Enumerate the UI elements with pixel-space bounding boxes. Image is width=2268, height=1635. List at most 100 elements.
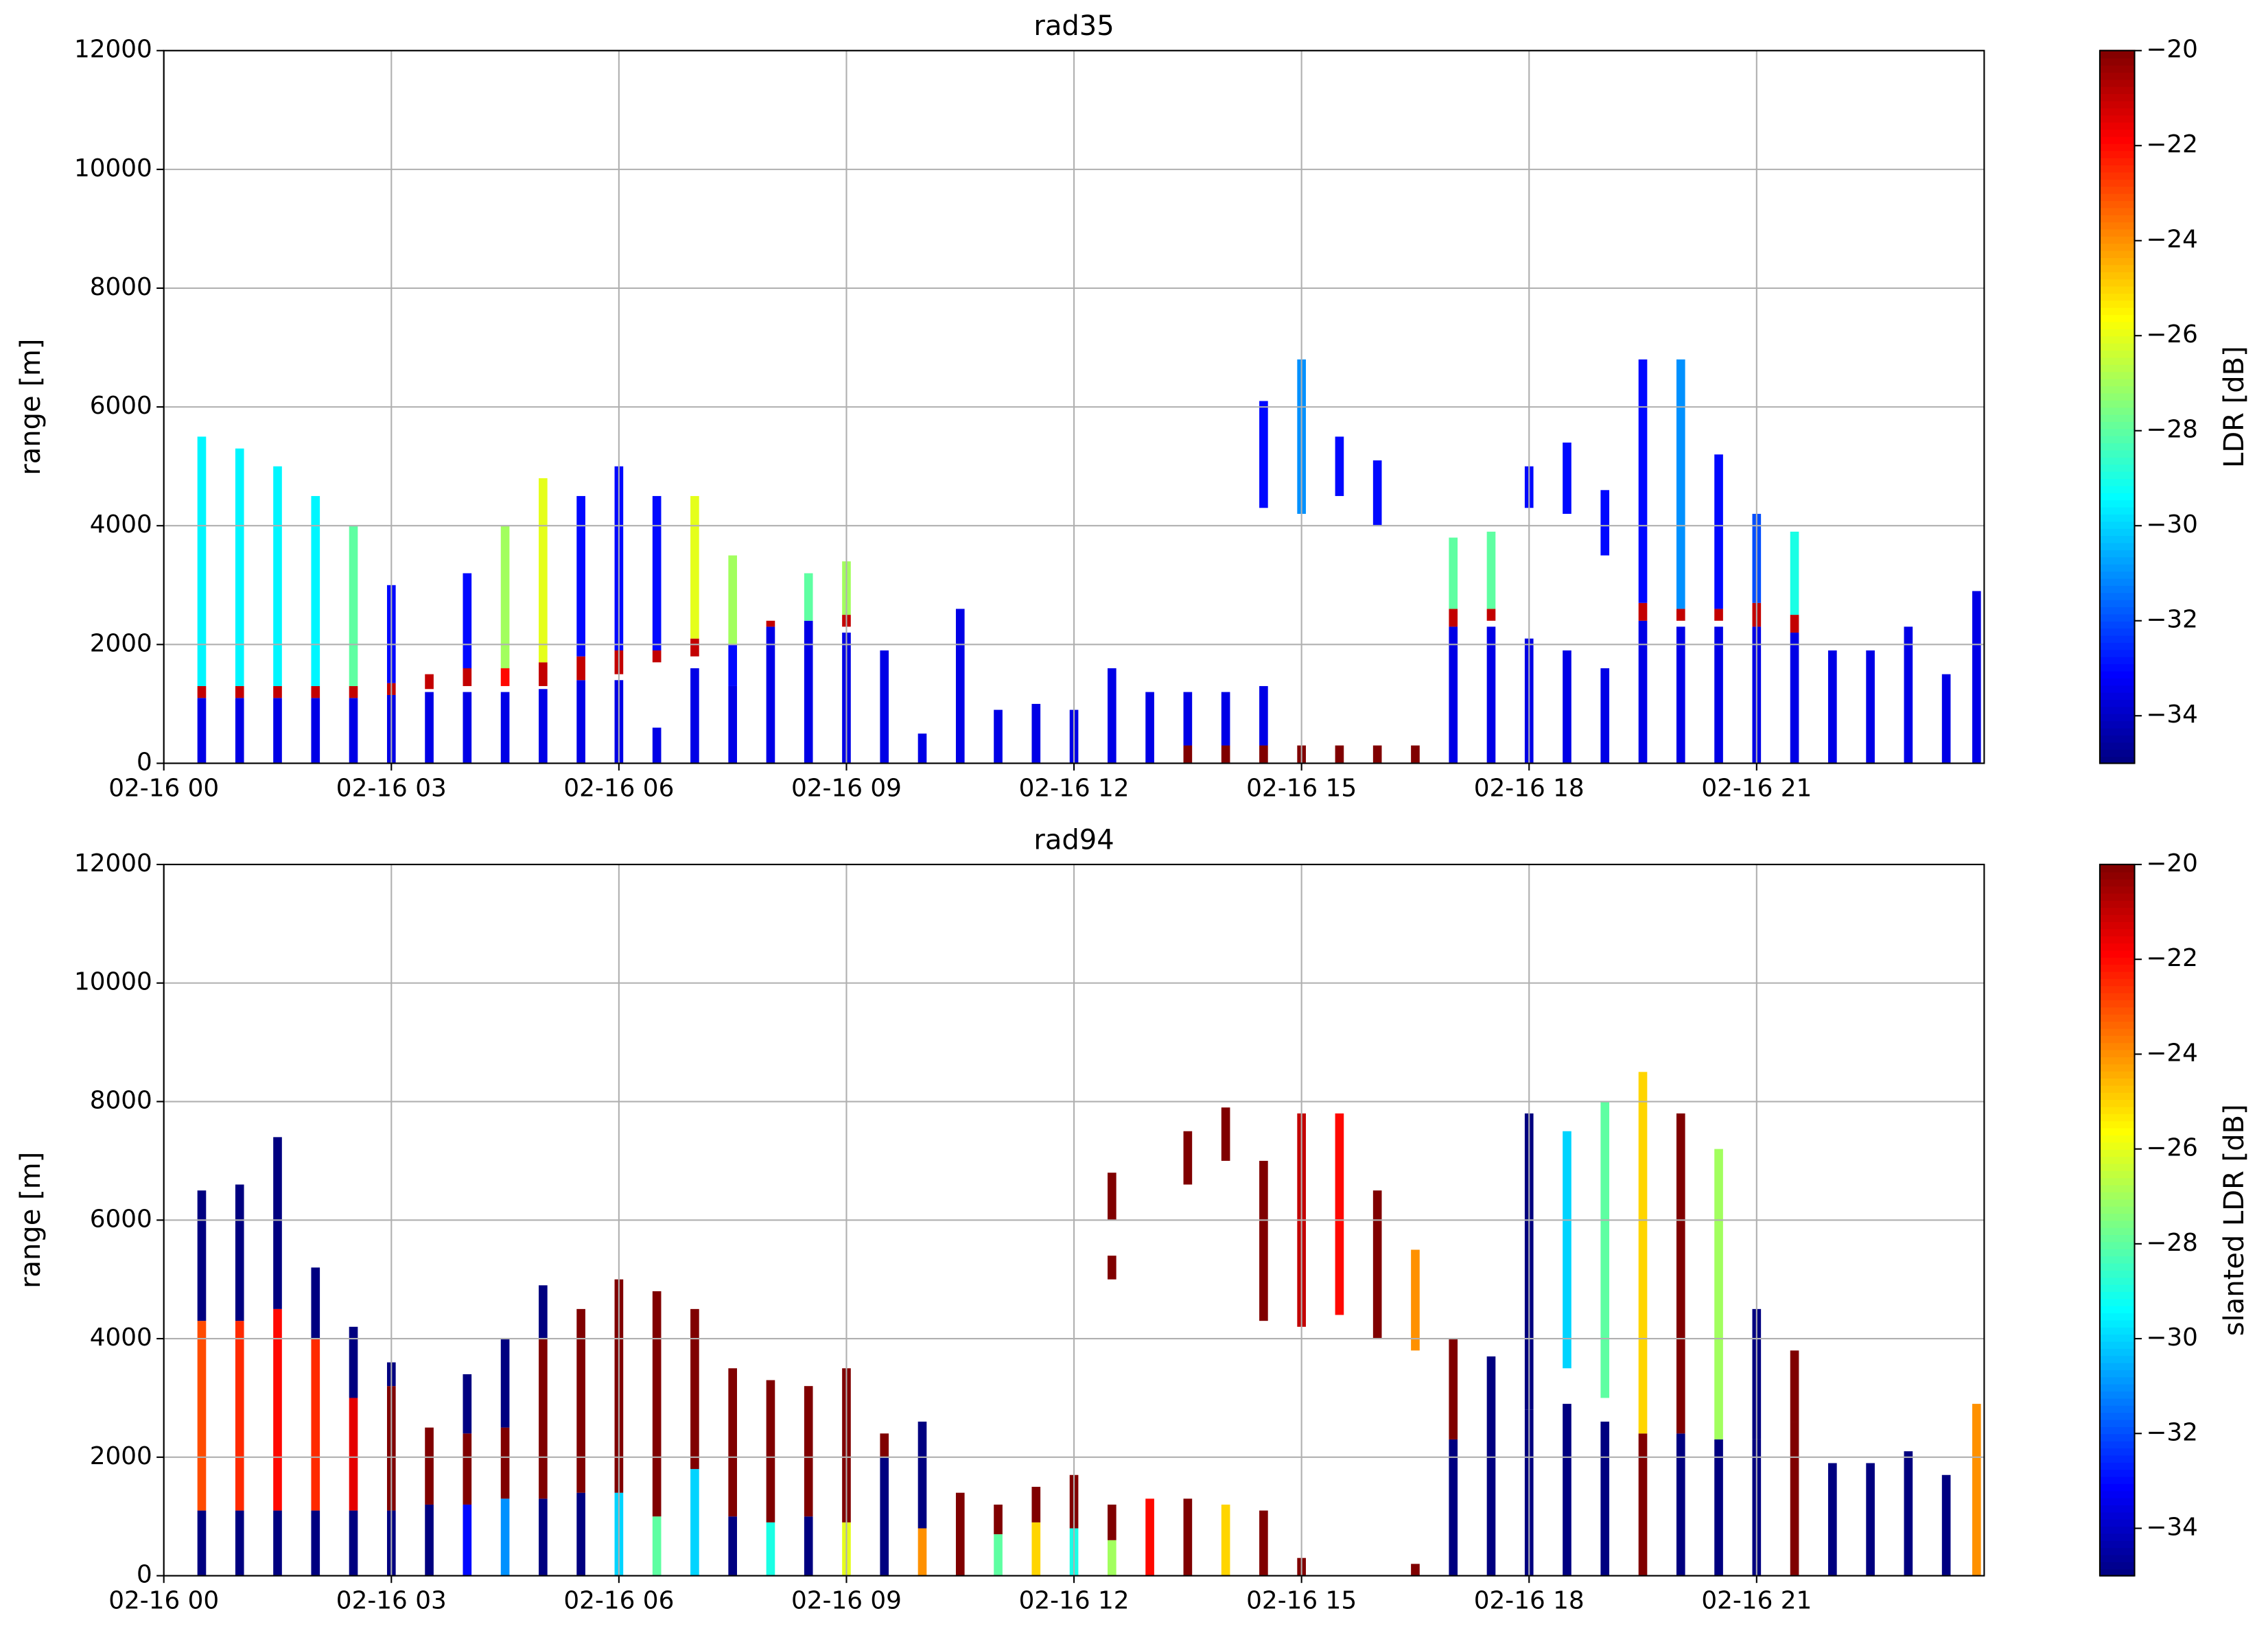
colorbar-step: [2099, 1482, 2135, 1492]
data-column-segment: [539, 1339, 548, 1499]
colorbar-step: [2099, 1276, 2135, 1285]
colorbar-step: [2099, 513, 2135, 522]
colorbar-step: [2099, 156, 2135, 165]
data-column-segment: [766, 626, 775, 764]
colorbar-step: [2099, 1070, 2135, 1079]
colorbar-tick-label: −24: [2146, 1039, 2198, 1067]
colorbar-step: [2099, 727, 2135, 736]
y-tick-label: 4000: [90, 1324, 152, 1352]
data-column-segment: [955, 1492, 965, 1576]
colorbar-step: [2099, 99, 2135, 108]
colorbar-step: [2099, 1077, 2135, 1086]
colorbar-step: [2099, 392, 2135, 401]
x-tick-label: 02-16 03: [336, 774, 447, 802]
colorbar-step: [2099, 1034, 2135, 1044]
colorbar-step: [2099, 534, 2135, 543]
colorbar-step: [2099, 548, 2135, 558]
colorbar-step: [2099, 370, 2135, 379]
colorbar-step: [2099, 1247, 2135, 1257]
colorbar-step: [2099, 49, 2135, 59]
data-column-segment: [539, 662, 548, 686]
colorbar-step: [2099, 434, 2135, 444]
colorbar-step: [2099, 1340, 2135, 1349]
colorbar-tick-label: −20: [2146, 36, 2198, 64]
colorbar-step: [2099, 998, 2135, 1008]
data-column-segment: [539, 689, 548, 764]
data-column-segment: [576, 495, 585, 657]
colorbar-step: [2099, 663, 2135, 672]
colorbar-step: [2099, 1262, 2135, 1271]
data-column-segment: [273, 698, 282, 764]
colorbar-step: [2099, 1433, 2135, 1442]
data-column-segment: [311, 698, 320, 764]
colorbar-step: [2099, 1390, 2135, 1399]
colorbar-step: [2099, 1560, 2135, 1570]
data-column-segment: [1108, 1173, 1117, 1221]
colorbar-step: [2099, 135, 2135, 144]
colorbar-frame: [2099, 863, 2136, 1577]
data-column-segment: [311, 1339, 320, 1511]
colorbar-step: [2099, 320, 2135, 329]
colorbar-step: [2099, 57, 2135, 66]
data-column-segment: [994, 1504, 1003, 1535]
colorbar-step: [2099, 1283, 2135, 1293]
colorbar-step: [2099, 1042, 2135, 1050]
colorbar-step: [2099, 1539, 2135, 1549]
colorbar-step: [2099, 1240, 2135, 1249]
colorbar-step: [2099, 1290, 2135, 1299]
colorbar-step: [2099, 1418, 2135, 1427]
colorbar-step: [2099, 541, 2135, 550]
colorbar-step: [2099, 1048, 2135, 1057]
data-column-segment: [1714, 609, 1723, 621]
data-column-segment: [1600, 668, 1610, 764]
colorbar-step: [2099, 1098, 2135, 1107]
colorbar-step: [2099, 956, 2135, 965]
data-column-segment: [1790, 531, 1799, 615]
x-tick-label: 02-16 09: [791, 774, 902, 802]
colorbar-step: [2099, 1411, 2135, 1420]
data-column-segment: [1941, 1474, 1951, 1576]
colorbar-step: [2099, 1525, 2135, 1534]
colorbar-step: [2099, 977, 2135, 987]
data-column-segment: [994, 1534, 1003, 1576]
colorbar-step: [2099, 192, 2135, 201]
colorbar-step: [2099, 1198, 2135, 1207]
data-column-segment: [1108, 1504, 1117, 1540]
colorbar-step: [2099, 1347, 2135, 1356]
colorbar-step: [2099, 384, 2135, 394]
data-column-segment: [273, 1137, 282, 1309]
data-column-segment: [1790, 1422, 1799, 1576]
colorbar-step: [2099, 748, 2135, 757]
colorbar-step: [2099, 456, 2135, 465]
colorbar-tick-label: −26: [2146, 1134, 2198, 1162]
colorbar-step: [2099, 1368, 2135, 1378]
colorbar-step: [2099, 420, 2135, 430]
colorbar-step: [2099, 1177, 2135, 1186]
colorbar-step: [2099, 684, 2135, 693]
data-column-segment: [539, 1285, 548, 1339]
colorbar-step: [2099, 620, 2135, 629]
data-column-segment: [652, 1516, 662, 1576]
data-column-segment: [1411, 745, 1420, 764]
data-column-segment: [1449, 626, 1458, 764]
data-column-segment: [235, 698, 244, 764]
data-column-segment: [1714, 454, 1723, 609]
data-column-segment: [463, 573, 472, 668]
data-column-segment: [652, 1291, 662, 1517]
y-tick-label: 4000: [90, 510, 152, 539]
data-column-segment: [1145, 1498, 1154, 1576]
colorbar-step: [2099, 613, 2135, 622]
colorbar-step: [2099, 913, 2135, 922]
y-tick-label: 8000: [90, 1087, 152, 1115]
data-column-segment: [1972, 1404, 1981, 1576]
data-column-segment: [1638, 602, 1648, 621]
colorbar-step: [2099, 1148, 2135, 1157]
colorbar-step: [2099, 185, 2135, 194]
x-tick-label: 02-16 06: [563, 1587, 674, 1615]
colorbar-step: [2099, 1376, 2135, 1385]
colorbar-step: [2099, 733, 2135, 743]
colorbar-step: [2099, 441, 2135, 451]
colorbar-step: [2099, 1105, 2135, 1114]
colorbar-step: [2099, 1013, 2135, 1022]
data-column-segment: [766, 620, 775, 627]
